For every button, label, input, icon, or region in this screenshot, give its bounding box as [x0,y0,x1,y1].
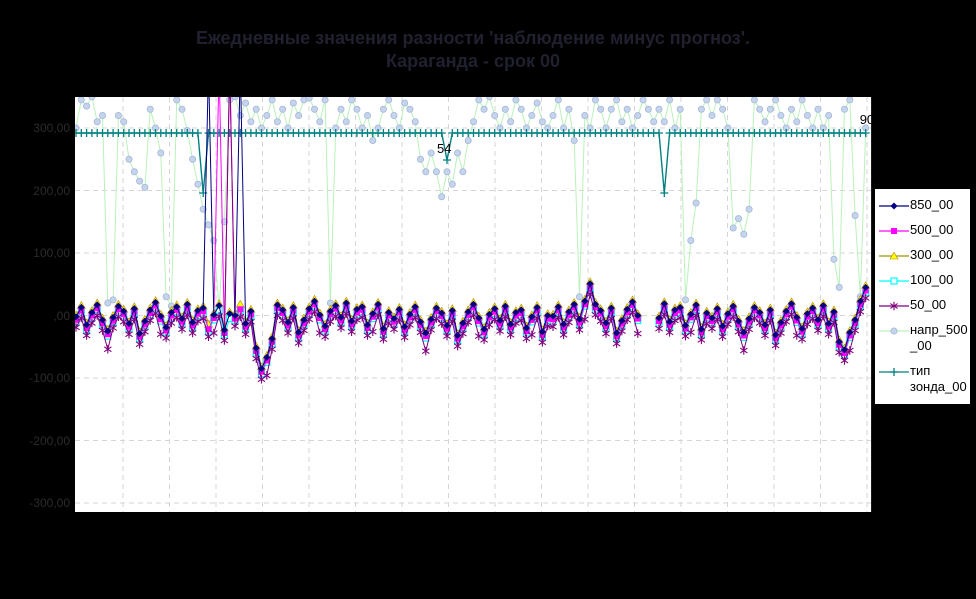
legend-item-850_00: 850_00 [878,193,970,218]
legend-item-напр_500_00: напр_500_00 [878,318,970,359]
y-tick-label: -300,00 [29,496,70,510]
series-тип зонда_00 [75,129,870,197]
chart-title-line1: Ежедневные значения разности 'наблюдение… [196,28,750,48]
legend-label: напр_500_00 [910,322,968,353]
series-850_00 [75,97,870,373]
legend-item-тип зонда_00: тип зонда_00 [878,359,970,400]
legend-marker-500_00 [879,228,909,234]
y-tick-label: 200,00 [33,183,70,198]
legend-item-300_00: 300_00 [878,243,970,268]
legend-label: 500_00 [910,222,954,237]
legend-label: 300_00 [910,247,954,262]
legend-item-50_00: 50_00 [878,293,970,318]
legend-label: 100_00 [910,272,954,287]
y-tick-label: ,00 [53,308,70,323]
legend-marker-100_00 [879,277,909,285]
series-напр_500_00 [75,97,870,313]
y-tick-label: -200,00 [29,433,70,448]
legend-marker-850_00 [879,202,909,210]
y-tick-label: 100,00 [33,246,70,260]
legend-marker-напр_500_00 [879,327,909,335]
chart-title-line2: Караганда - срок 00 [385,51,561,71]
series-50_00 [75,97,870,384]
legend-item-500_00: 500_00 [878,218,970,243]
legend-marker-300_00 [879,251,909,260]
y-tick-label: -100,00 [29,371,70,385]
data-label-90: 90 [860,112,871,127]
legend-label: 50_00 [910,297,947,312]
legend-marker-50_00 [879,301,909,311]
legend-item-100_00: 100_00 [878,268,970,293]
plot-area: 54 90 [75,97,872,512]
data-label-54: 54 [437,141,451,156]
legend-label: 850_00 [910,197,954,212]
legend-marker-тип зонда_00 [879,368,909,376]
plot-svg: 54 90 [75,97,871,512]
y-tick-label: 300,00 [33,121,70,135]
chart-title: Ежедневные значения разности 'наблюдение… [75,27,871,73]
legend-label: тип зонда_00 [910,363,967,394]
legend: 850_00 500_00 300_00 100_00 50_00 напр_500_00… [874,188,971,405]
